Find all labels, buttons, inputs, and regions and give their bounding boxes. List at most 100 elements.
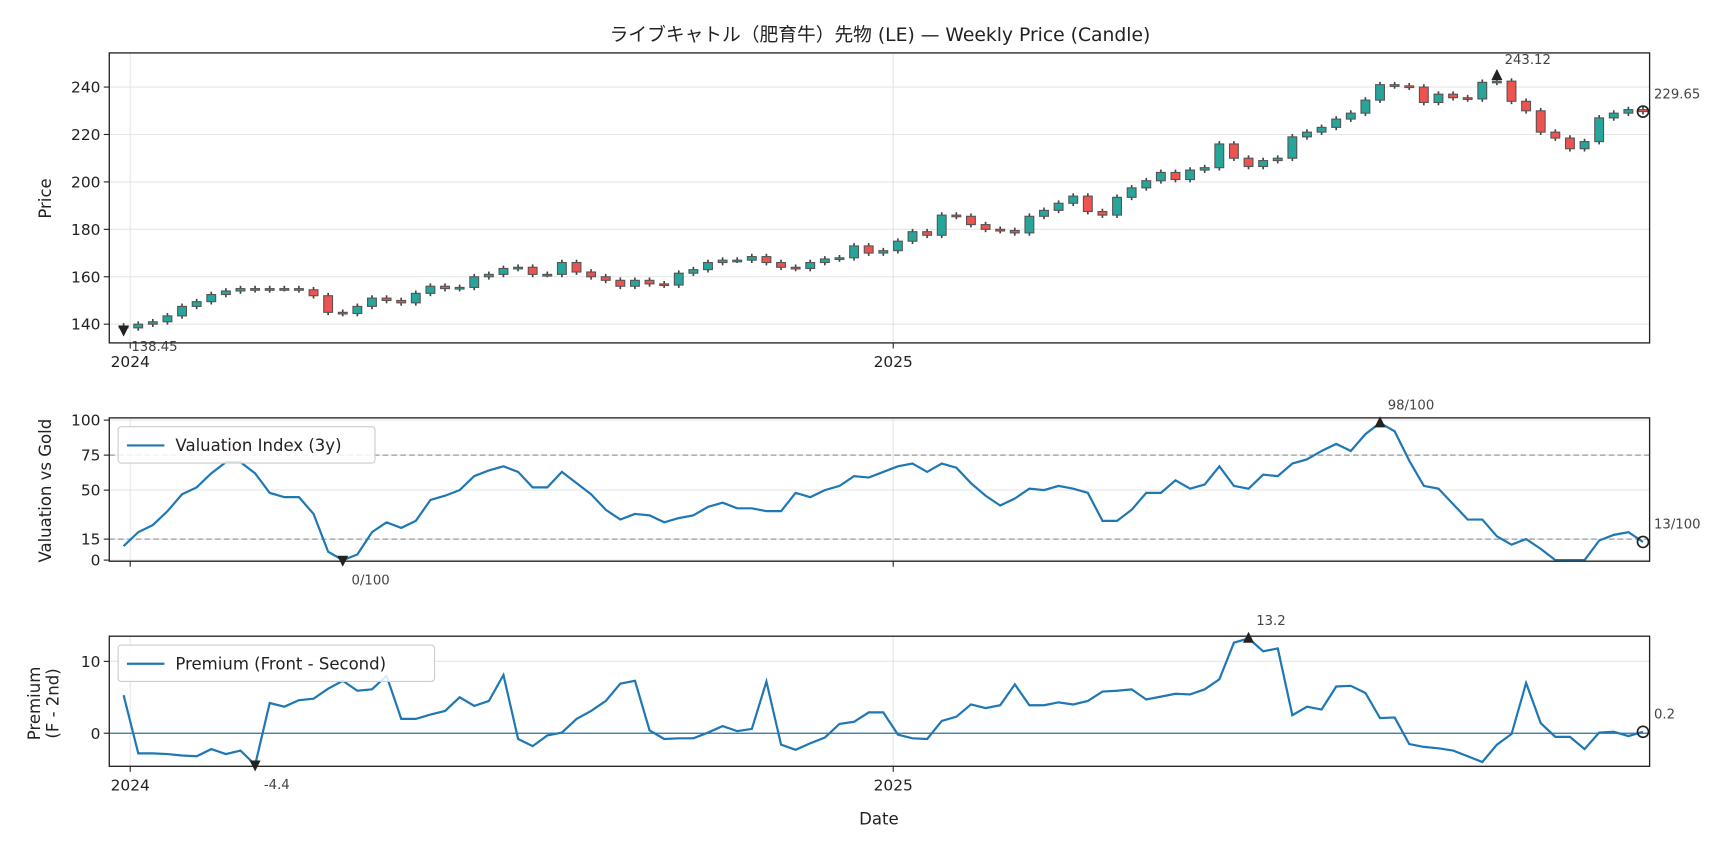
candle-body (1477, 81, 1488, 100)
x-axis-label: Date (859, 810, 898, 829)
y-tick-label: 0 (91, 725, 101, 743)
candle-body (746, 256, 757, 261)
candle-body (936, 214, 947, 236)
last-annotation: 0.2 (1654, 708, 1675, 723)
candle-body (863, 245, 874, 254)
max-marker-icon (1491, 69, 1503, 81)
max-marker-icon (1243, 631, 1255, 643)
candle-body (1199, 167, 1210, 171)
candle-body (703, 261, 713, 271)
candle-body (1287, 136, 1298, 159)
candle-body (396, 299, 407, 304)
max-annotation: 13.2 (1256, 614, 1285, 629)
candle-body (440, 285, 450, 290)
candle-body (1243, 157, 1254, 168)
legend-box (117, 426, 376, 464)
candle-body (892, 240, 903, 252)
axes-frame (108, 635, 1651, 767)
candle-body (323, 295, 334, 313)
candle-body (965, 215, 976, 226)
candle-body (776, 261, 786, 268)
min-marker-icon (118, 325, 130, 337)
y-tick-label: 240 (71, 79, 100, 97)
candle-body (1579, 141, 1590, 150)
candle-body (133, 323, 144, 329)
y-tick-label: 200 (71, 173, 100, 191)
last-marker-icon (1636, 105, 1650, 118)
chart-title: ライブキャトル（肥育牛）先物 (LE) — Weekly Price (Cand… (610, 24, 1151, 46)
candle-body (586, 271, 597, 278)
x-tick-label: 2024 (111, 353, 150, 371)
max-marker-icon (1374, 416, 1386, 428)
candle-body (1360, 99, 1371, 114)
candle-body (834, 257, 845, 260)
candle-body (1491, 80, 1502, 84)
candle-body (293, 288, 304, 291)
candle-body (878, 250, 889, 254)
axes-frame (108, 417, 1651, 562)
y-tick-label: 160 (71, 268, 100, 286)
candle-body (177, 305, 188, 317)
candle-body (673, 272, 684, 286)
candle-body (1082, 195, 1093, 213)
candle-body (1404, 85, 1415, 89)
candle-body (381, 297, 392, 302)
candle-body (498, 267, 509, 275)
candle-body (1521, 100, 1532, 112)
candle-body (1185, 169, 1196, 181)
candle-body (1448, 93, 1459, 99)
annotation-bg (1501, 50, 1555, 69)
candle-body (659, 283, 670, 287)
y-tick-label: 10 (81, 653, 101, 671)
candle-body (337, 311, 348, 315)
candle-body (951, 214, 962, 218)
series-line (122, 421, 1644, 562)
candle-body (1097, 210, 1108, 216)
candle-body (1462, 97, 1473, 100)
candle-body (1506, 80, 1517, 102)
candle-body (761, 256, 772, 264)
last-marker-icon (1636, 725, 1650, 739)
valuation-panel: 0 15 50 75 100 98/100 0/100 13/100 Valuation Ind… (71, 399, 1701, 589)
min-annotation: -4.4 (264, 778, 290, 793)
candle-body (805, 261, 816, 270)
candle-body (1302, 131, 1312, 138)
candle-body (1141, 180, 1152, 189)
candle-body (250, 288, 261, 291)
candle-body (1053, 202, 1064, 211)
legend-label: Valuation Index (3y) (175, 436, 341, 455)
candle-body (688, 269, 699, 274)
candle-body (644, 279, 655, 285)
legend-box (117, 644, 436, 682)
candle-body (1112, 196, 1123, 216)
candle-body (790, 266, 801, 270)
candle-body (206, 293, 217, 303)
candle-body (1126, 187, 1137, 198)
candle-body (629, 279, 640, 287)
candle-body (147, 321, 158, 325)
candle-body (542, 273, 553, 277)
candle-body (1258, 160, 1269, 168)
candle-body (1316, 126, 1327, 133)
candle-body (367, 297, 377, 307)
x-tick-label: 2024 (111, 777, 150, 795)
candle-body (1155, 171, 1166, 182)
candle-body (352, 305, 363, 315)
series-line (122, 637, 1644, 768)
last-annotation: 229.65 (1654, 87, 1700, 102)
candle-body (527, 266, 538, 275)
candle-body (980, 224, 991, 230)
candle-body (1535, 110, 1546, 133)
candle-body (1389, 84, 1400, 87)
candle-body (264, 288, 275, 291)
candle-body (1638, 109, 1648, 113)
candle-body (1039, 209, 1049, 217)
candle-body (1594, 117, 1605, 143)
candle-body (1550, 131, 1561, 139)
candle-body (1564, 137, 1575, 150)
candle-body (191, 301, 202, 307)
candle-body (907, 231, 918, 242)
y-axis-label-premium: Premium (25, 667, 44, 741)
y-axis-label-valuation: Valuation vs Gold (36, 419, 55, 563)
